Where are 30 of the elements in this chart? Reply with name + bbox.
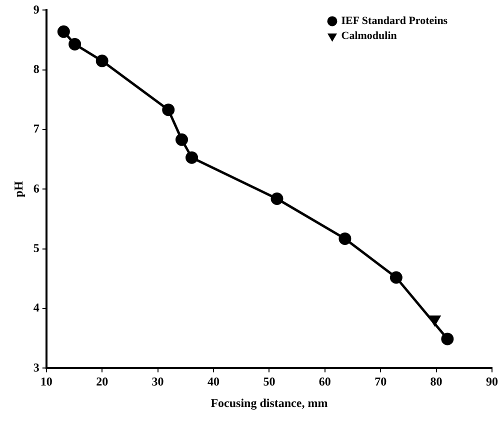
y-tick-label: 5 bbox=[33, 240, 40, 255]
x-tick-label: 20 bbox=[96, 374, 108, 388]
point bbox=[441, 332, 454, 346]
y-tick-label: 3 bbox=[33, 360, 40, 374]
x-tick-label: 60 bbox=[318, 374, 331, 388]
x-tick-label: 10 bbox=[40, 374, 52, 388]
x-axis-title: Focusing distance, mm bbox=[210, 396, 328, 410]
legend-label: Calmodulin bbox=[341, 30, 397, 42]
legend-label: IEF Standard Proteins bbox=[341, 15, 448, 28]
y-tick-label: 9 bbox=[33, 2, 40, 16]
point bbox=[57, 25, 70, 38]
point bbox=[68, 38, 82, 50]
x-tick-label: 90 bbox=[486, 374, 498, 388]
point bbox=[176, 133, 188, 146]
point bbox=[162, 104, 175, 116]
x-tick-label: 50 bbox=[263, 374, 276, 388]
y-axis-title: pH bbox=[11, 180, 26, 198]
point bbox=[390, 271, 402, 284]
x-tick-label: 40 bbox=[208, 374, 220, 388]
point bbox=[270, 192, 284, 205]
y-tick-label: 4 bbox=[33, 300, 40, 315]
y-tick-label: 7 bbox=[33, 122, 40, 136]
point bbox=[338, 232, 352, 245]
y-tick-label: 8 bbox=[33, 62, 40, 76]
point bbox=[96, 54, 108, 68]
point bbox=[186, 151, 198, 164]
x-tick-label: 80 bbox=[430, 374, 442, 388]
x-tick-label: 70 bbox=[374, 374, 387, 388]
y-tick-label: 6 bbox=[33, 181, 40, 196]
x-tick-label: 30 bbox=[152, 374, 164, 388]
